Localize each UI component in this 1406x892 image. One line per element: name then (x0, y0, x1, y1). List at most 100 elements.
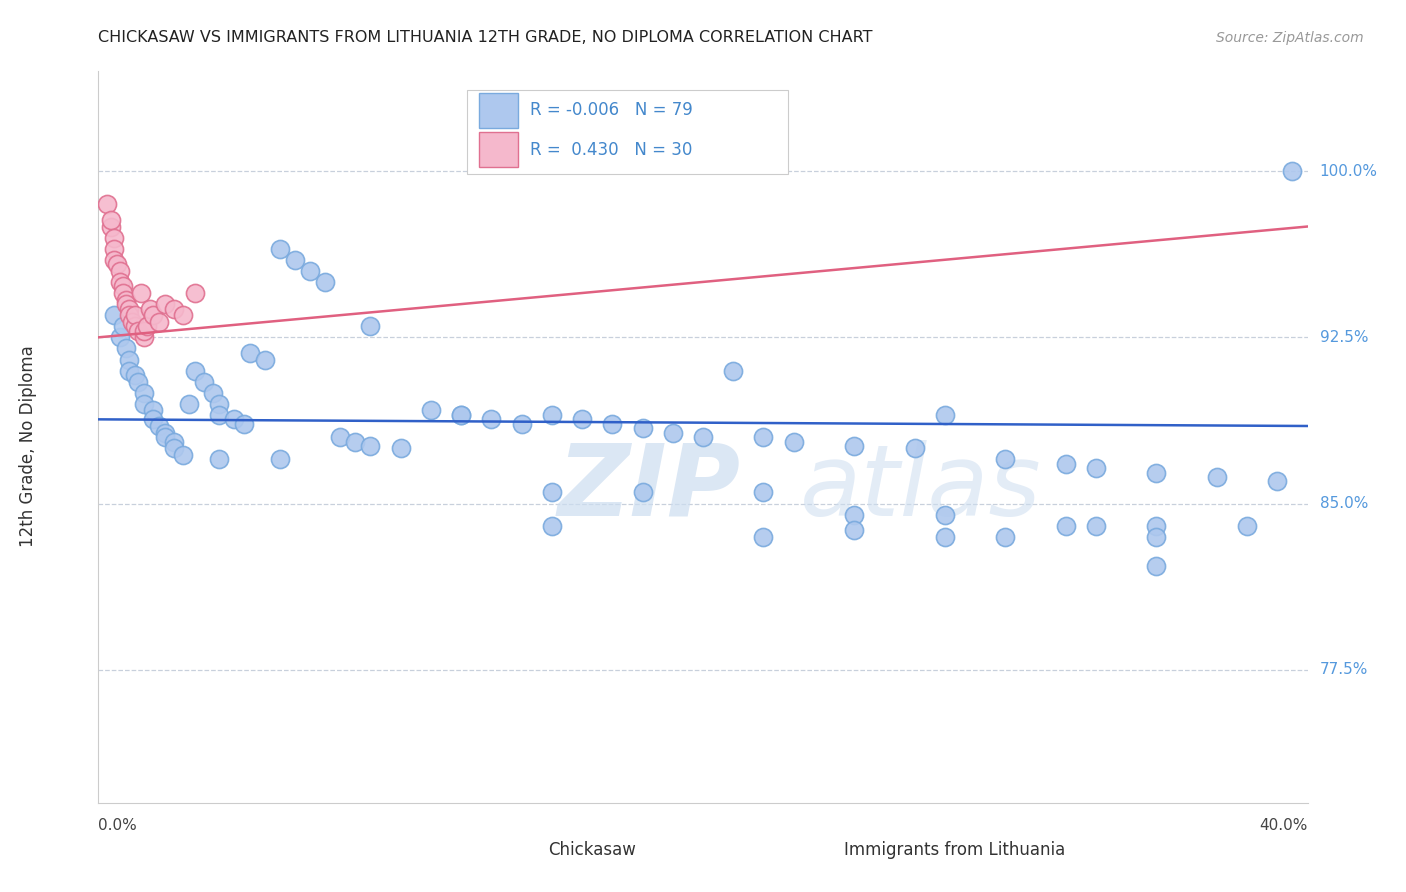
Point (142, 308, 165, 322)
Point (934, 530, 956, 544)
Point (540, 485, 562, 500)
Point (103, 242, 125, 256)
Point (184, 285, 207, 300)
Point (202, 385, 225, 400)
Point (163, 301, 186, 316)
Point (148, 419, 170, 434)
Point (1236, 518, 1258, 533)
Point (111, 319, 134, 334)
Text: 92.5%: 92.5% (1320, 330, 1368, 345)
Text: atlas: atlas (800, 440, 1042, 537)
Point (111, 285, 134, 300)
Point (269, 242, 291, 256)
Point (121, 315, 143, 329)
Point (344, 434, 367, 449)
Point (661, 425, 683, 440)
Text: R =  0.430   N = 30: R = 0.430 N = 30 (530, 141, 693, 159)
Point (100, 219, 122, 234)
FancyBboxPatch shape (479, 132, 517, 167)
Point (127, 324, 149, 338)
Point (284, 252, 307, 267)
Point (1054, 518, 1077, 533)
Point (100, 212, 122, 227)
Point (1085, 461, 1108, 475)
Point (1265, 475, 1288, 489)
Text: 77.5%: 77.5% (1320, 663, 1368, 677)
Point (1085, 518, 1108, 533)
Point (253, 352, 276, 367)
Point (631, 421, 654, 435)
Point (224, 412, 246, 426)
Text: Chickasaw: Chickasaw (548, 841, 636, 859)
Point (232, 417, 254, 431)
Point (360, 439, 382, 453)
Point (108, 330, 131, 344)
Point (1206, 470, 1229, 484)
Point (844, 508, 866, 522)
Point (118, 363, 141, 377)
Point (208, 408, 231, 422)
Point (163, 441, 186, 455)
Point (1144, 558, 1167, 573)
Point (118, 308, 141, 322)
Point (692, 430, 714, 444)
Point (142, 403, 165, 417)
Point (239, 346, 262, 360)
Point (299, 264, 322, 278)
Point (193, 375, 215, 389)
Text: Source: ZipAtlas.com: Source: ZipAtlas.com (1216, 30, 1364, 45)
Point (114, 297, 136, 311)
Text: 40.0%: 40.0% (1260, 818, 1308, 833)
Point (1144, 518, 1167, 533)
Point (269, 452, 291, 467)
Point (132, 324, 155, 338)
Text: 85.0%: 85.0% (1320, 496, 1368, 511)
Point (329, 430, 352, 444)
Text: 12th Grade, No Diploma: 12th Grade, No Diploma (20, 345, 37, 547)
Point (1054, 457, 1077, 471)
Text: 100.0%: 100.0% (1320, 163, 1378, 178)
Text: R = -0.006   N = 79: R = -0.006 N = 79 (530, 101, 693, 120)
Text: Immigrants from Lithuania: Immigrants from Lithuania (845, 841, 1066, 859)
Point (389, 441, 412, 455)
Point (904, 441, 927, 455)
FancyBboxPatch shape (467, 90, 787, 174)
Point (782, 434, 804, 449)
Point (721, 363, 744, 377)
Point (481, 412, 503, 426)
Point (103, 230, 125, 244)
Point (127, 375, 149, 389)
Point (450, 408, 472, 422)
Point (124, 319, 146, 334)
Point (934, 508, 956, 522)
Point (177, 397, 201, 411)
Point (108, 275, 131, 289)
Point (1144, 530, 1167, 544)
Point (844, 523, 866, 537)
Point (602, 417, 624, 431)
Point (571, 412, 593, 426)
Point (124, 368, 146, 382)
Point (1144, 466, 1167, 480)
Point (510, 417, 533, 431)
Point (752, 485, 775, 500)
Point (118, 301, 141, 316)
FancyBboxPatch shape (793, 834, 832, 866)
Point (103, 308, 125, 322)
Point (148, 315, 170, 329)
Point (172, 308, 194, 322)
Text: 0.0%: 0.0% (98, 818, 138, 833)
Point (752, 430, 775, 444)
Point (103, 252, 125, 267)
Point (153, 430, 176, 444)
Point (129, 285, 152, 300)
Point (96, 197, 118, 211)
FancyBboxPatch shape (498, 834, 536, 866)
Point (132, 397, 155, 411)
Point (540, 518, 562, 533)
Point (208, 452, 231, 467)
Point (994, 530, 1017, 544)
Point (208, 397, 231, 411)
Point (132, 330, 155, 344)
Point (540, 408, 562, 422)
